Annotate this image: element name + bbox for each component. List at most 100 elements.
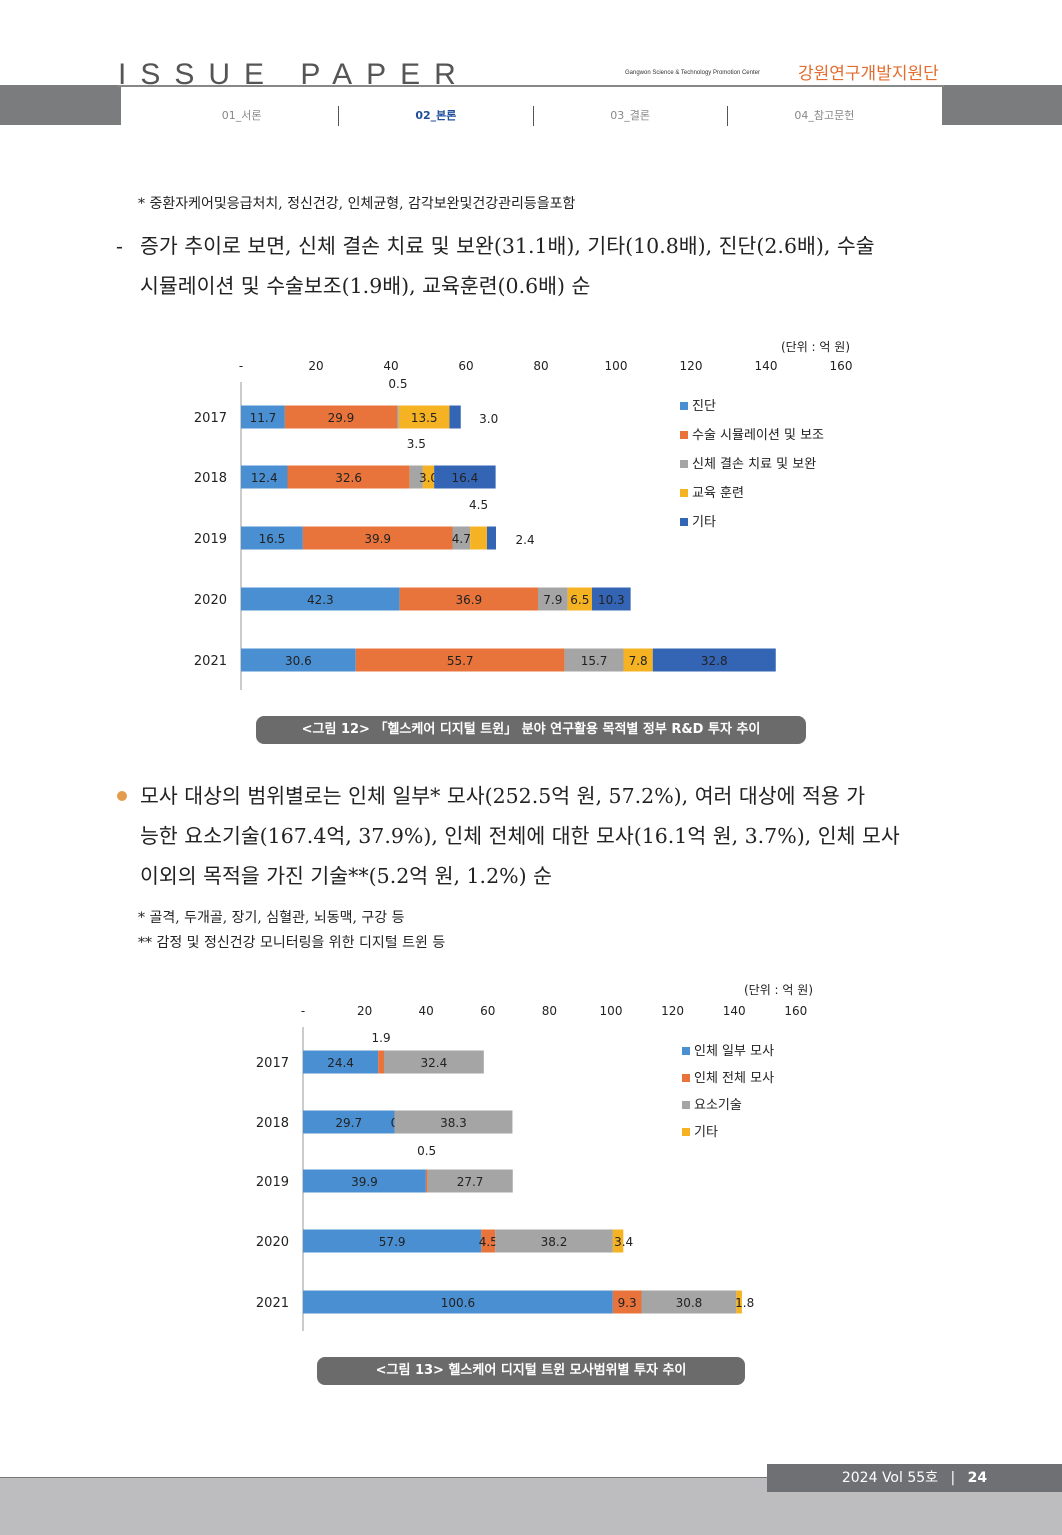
bar-segment — [303, 1050, 379, 1074]
data-label: 29.7 — [335, 1116, 362, 1130]
dash-marker: - — [116, 234, 123, 258]
bar-segment — [425, 1169, 428, 1193]
x-tick-label: 40 — [383, 359, 398, 373]
org-name-kr: 강원연구개발지원단 — [798, 64, 939, 84]
paragraph-2: 모사 대상의 범위별로는 인체 일부* 모사(252.5억 원, 57.2%),… — [140, 776, 948, 896]
footer-issue-box: 2024 Vol 55호 | 24 — [767, 1464, 1062, 1492]
data-label: 1.8 — [735, 1296, 754, 1310]
x-tick-label: 140 — [723, 1004, 746, 1018]
bar-segment — [241, 526, 303, 550]
year-label: 2020 — [256, 1235, 289, 1250]
x-tick-label: 100 — [605, 359, 628, 373]
bar-segment — [641, 1290, 737, 1314]
bar-segment — [736, 1290, 742, 1314]
unit-label: (단위 : 억 원) — [781, 340, 850, 354]
bar-segment — [284, 405, 397, 429]
data-label: 3.5 — [407, 437, 426, 451]
bar-segment — [487, 526, 496, 550]
paragraph-2-line-3: 이외의 목적을 가진 기술**(5.2억 원, 1.2%) 순 — [140, 864, 552, 888]
year-label: 2019 — [256, 1175, 289, 1190]
bar-segment — [241, 465, 288, 489]
bar-segment — [449, 405, 461, 429]
bar-segment — [427, 1169, 513, 1193]
bar-segment — [241, 405, 285, 429]
paragraph-2-line-1: 모사 대상의 범위별로는 인체 일부* 모사(252.5억 원, 57.2%),… — [140, 784, 866, 808]
data-label: 27.7 — [457, 1175, 484, 1189]
x-tick-label: 40 — [419, 1004, 434, 1018]
tab-introduction[interactable]: 01_서론 — [145, 106, 340, 126]
figure-13-caption: <그림 13> 헬스케어 디지털 트윈 모사범위별 투자 추이 — [317, 1357, 745, 1385]
x-tick-label: 160 — [784, 1004, 807, 1018]
data-label: 30.6 — [285, 654, 312, 668]
data-label: 24.4 — [327, 1056, 354, 1070]
x-tick-label: 20 — [357, 1004, 372, 1018]
legend-label: 진단 — [692, 399, 716, 414]
legend-label: 수술 시뮬레이션 및 보조 — [692, 428, 824, 443]
data-label: 39.9 — [351, 1175, 378, 1189]
legend-label: 인체 전체 모사 — [694, 1071, 774, 1086]
data-label: 55.7 — [447, 654, 474, 668]
bar-segment — [612, 1290, 642, 1314]
data-label: 4.5 — [469, 498, 488, 512]
legend-label: 인체 일부 모사 — [694, 1044, 774, 1059]
bar-segment — [241, 587, 400, 611]
legend-label: 교육 훈련 — [692, 486, 744, 501]
data-label: 0.5 — [388, 377, 407, 391]
data-label: 3.0 — [419, 471, 438, 485]
bar-segment — [470, 526, 487, 550]
footer-divider — [0, 1477, 1062, 1478]
data-label: 32.6 — [335, 471, 362, 485]
bar-segment — [495, 1229, 613, 1253]
year-label: 2019 — [194, 532, 227, 547]
bar-segment — [303, 1229, 482, 1253]
bar-segment — [241, 648, 356, 672]
paragraph-1: 증가 추이로 보면, 신체 결손 치료 및 보완(31.1배), 기타(10.8… — [140, 226, 948, 306]
bar-segment — [612, 1229, 624, 1253]
legend-swatch — [680, 402, 688, 410]
year-label: 2020 — [194, 593, 227, 608]
legend-swatch — [680, 489, 688, 497]
org-name-en: Gangwon Science & Technology Promotion C… — [625, 70, 760, 76]
x-tick-label: 80 — [533, 359, 548, 373]
legend-swatch — [680, 518, 688, 526]
legend-swatch — [680, 431, 688, 439]
legend-swatch — [682, 1074, 690, 1082]
data-label: 9.3 — [618, 1296, 637, 1310]
tab-conclusion[interactable]: 03_결론 — [534, 106, 728, 126]
x-tick-label: 100 — [600, 1004, 623, 1018]
data-label: 42.3 — [307, 593, 334, 607]
tab-references[interactable]: 04_참고문헌 — [794, 109, 855, 122]
paragraph-1-line-1: 증가 추이로 보면, 신체 결손 치료 및 보완(31.1배), 기타(10.8… — [140, 234, 875, 258]
bar-segment — [623, 648, 653, 672]
footnote-1: * 중환자케어및응급처치, 정신건강, 인체균형, 감각보완및건강관리등을포함 — [138, 196, 576, 212]
bar-segment — [302, 526, 453, 550]
bar-segment — [394, 1110, 513, 1134]
data-label: 10.3 — [598, 593, 625, 607]
unit-label: (단위 : 억 원) — [744, 983, 813, 997]
data-label: 2.4 — [516, 533, 535, 547]
legend-label: 신체 결손 치료 및 보완 — [692, 457, 816, 472]
bar-segment — [652, 648, 776, 672]
data-label: 13.5 — [411, 411, 438, 425]
bar-segment — [287, 465, 410, 489]
data-label: 6.5 — [570, 593, 589, 607]
bar-segment — [398, 405, 450, 429]
bar-segment — [481, 1229, 496, 1253]
data-label: 0.5 — [417, 1144, 436, 1158]
x-tick-label: - — [301, 1004, 305, 1018]
page-number: 24 — [967, 1470, 988, 1486]
tab-main-body[interactable]: 02_본론 — [339, 106, 534, 126]
data-label: 7.8 — [629, 654, 648, 668]
bar-segment — [564, 648, 624, 672]
footnote-3: ** 감정 및 정신건강 모니터링을 위한 디지털 트윈 등 — [138, 935, 446, 951]
data-label: 3.4 — [614, 1235, 633, 1249]
data-label: 30.8 — [676, 1296, 703, 1310]
data-label: 16.5 — [259, 532, 286, 546]
data-label: 1.9 — [372, 1031, 391, 1045]
data-label: 39.9 — [364, 532, 391, 546]
section-tabs: 01_서론 02_본론 03_결론 04_참고문헌 — [145, 106, 921, 126]
data-label: 38.2 — [541, 1235, 568, 1249]
year-label: 2018 — [256, 1116, 289, 1131]
legend-swatch — [682, 1047, 690, 1055]
bar-segment — [303, 1290, 613, 1314]
